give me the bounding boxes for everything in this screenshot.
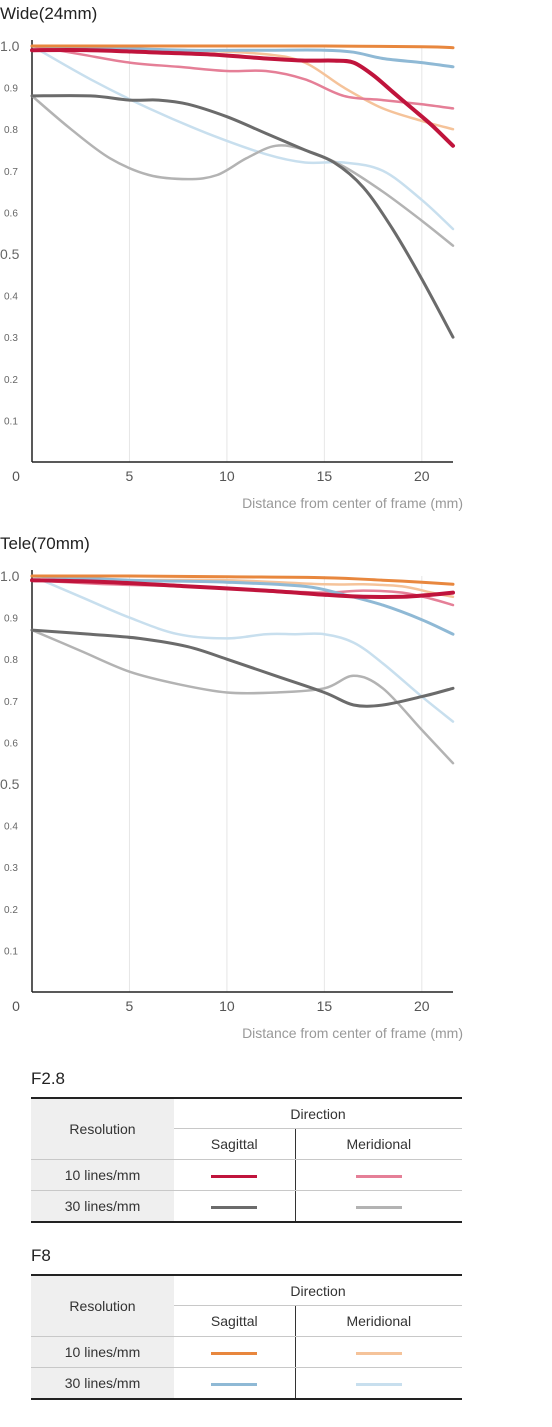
legend-row-label: 10 lines/mm	[31, 1159, 174, 1191]
legend-cell-sagittal	[174, 1159, 296, 1191]
legend-swatch	[211, 1382, 258, 1386]
legend-swatch	[355, 1174, 402, 1178]
y-tick-label: 0.6	[4, 208, 18, 219]
series-line	[30, 628, 455, 765]
y-tick-label: 0.4	[4, 822, 18, 833]
legend-cell-sagittal	[174, 1367, 296, 1400]
legend-table-f28: Resolution Direction Sagittal Meridional…	[31, 1097, 462, 1223]
y-tick-label: 1.0	[0, 38, 20, 54]
tele-chart-title: Tele(70mm)	[0, 534, 90, 553]
x-tick-label: 0	[12, 998, 20, 1014]
resolution-header: Resolution	[31, 1274, 174, 1337]
legend-swatch	[211, 1174, 258, 1178]
y-tick-label: 0.5	[0, 246, 20, 262]
legend-cell-meridional	[295, 1159, 462, 1191]
legend-cell-meridional	[295, 1190, 462, 1223]
legend-title-f28: F2.8	[31, 1069, 66, 1088]
legend-cell-sagittal	[174, 1190, 296, 1223]
x-tick-label: 0	[12, 468, 20, 484]
legend-cell-sagittal	[174, 1336, 296, 1368]
series-line	[30, 628, 455, 708]
x-tick-label: 15	[317, 998, 333, 1014]
meridional-header: Meridional	[295, 1305, 462, 1337]
resolution-header: Resolution	[31, 1097, 174, 1160]
y-tick-label: 0.9	[4, 84, 18, 95]
legend-row-label: 10 lines/mm	[31, 1336, 174, 1368]
legend-swatch	[211, 1351, 258, 1355]
direction-header: Direction	[174, 1274, 462, 1306]
series-line	[30, 94, 455, 339]
y-tick-label: 0.6	[4, 738, 18, 749]
y-tick-label: 0.8	[4, 125, 18, 136]
series-line	[30, 578, 455, 600]
legend-swatch	[355, 1351, 402, 1355]
y-tick-label: 0.7	[4, 697, 18, 708]
y-tick-label: 0.7	[4, 167, 18, 178]
legend-cell-meridional	[295, 1367, 462, 1400]
x-tick-label: 10	[219, 998, 235, 1014]
legend-swatch	[355, 1205, 402, 1209]
sagittal-header: Sagittal	[174, 1128, 296, 1160]
y-tick-label: 0.8	[4, 655, 18, 666]
legend-swatch	[211, 1205, 258, 1209]
sagittal-header: Sagittal	[174, 1305, 296, 1337]
x-axis-label: Distance from center of frame (mm)	[242, 1025, 463, 1041]
tele-mtf-chart: 0.1 0.2 0.3 0.4 0.5 0.6 0.7 0.8 0.9 1.0 0 5 10 15 20 Di…	[0, 568, 463, 1041]
x-tick-label: 20	[414, 468, 430, 484]
series-line	[30, 574, 455, 636]
series-line	[30, 48, 455, 148]
x-tick-label: 10	[219, 468, 235, 484]
y-tick-label: 0.2	[4, 905, 18, 916]
legend-row-label: 30 lines/mm	[31, 1367, 174, 1400]
x-tick-label: 5	[126, 998, 134, 1014]
y-tick-label: 0.1	[4, 416, 18, 427]
x-tick-label: 5	[126, 468, 134, 484]
y-tick-label: 0.2	[4, 375, 18, 386]
series-line	[30, 574, 455, 723]
x-tick-label: 20	[414, 998, 430, 1014]
legend-table-f8: Resolution Direction Sagittal Meridional…	[31, 1274, 462, 1400]
wide-chart-title: Wide(24mm)	[0, 4, 98, 23]
legend-swatch	[355, 1382, 402, 1386]
series-line	[30, 44, 455, 110]
wide-mtf-chart: 0.1 0.2 0.3 0.4 0.5 0.6 0.7 0.8 0.9 1.0 0 5 10 15 20 Di…	[0, 38, 463, 511]
y-tick-label: 0.4	[4, 292, 18, 303]
y-tick-label: 0.3	[4, 863, 18, 874]
legend-cell-meridional	[295, 1336, 462, 1368]
y-tick-label: 0.5	[0, 776, 20, 792]
series-line	[30, 94, 455, 247]
x-axis-label: Distance from center of frame (mm)	[242, 495, 463, 511]
direction-header: Direction	[174, 1097, 462, 1129]
legend-row-label: 30 lines/mm	[31, 1190, 174, 1223]
series-line	[30, 44, 455, 231]
meridional-header: Meridional	[295, 1128, 462, 1160]
y-tick-label: 1.0	[0, 568, 20, 584]
series-line	[30, 44, 455, 50]
y-tick-label: 0.3	[4, 333, 18, 344]
y-tick-label: 0.9	[4, 614, 18, 625]
series-line	[30, 44, 455, 69]
y-tick-label: 0.1	[4, 946, 18, 957]
series-line	[30, 574, 455, 586]
x-tick-label: 15	[317, 468, 333, 484]
legend-title-f8: F8	[31, 1246, 51, 1265]
